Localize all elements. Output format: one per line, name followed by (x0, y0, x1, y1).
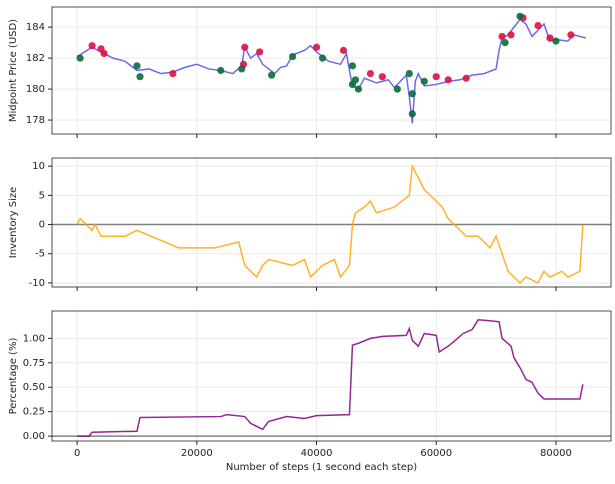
trade-marker (351, 76, 360, 84)
trade-marker (516, 12, 524, 20)
trade-marker (288, 52, 297, 61)
trade-marker (133, 62, 141, 70)
y-tick-label: 0.00 (23, 431, 45, 442)
trade-marker (408, 110, 416, 118)
trade-marker (393, 85, 401, 93)
axes-frame (51, 310, 612, 442)
trade-marker (507, 31, 515, 39)
trade-marker (256, 48, 264, 56)
y-tick-label: 0 (39, 220, 45, 231)
y-tick-label: 184 (26, 22, 45, 33)
trade-marker (501, 39, 509, 47)
trade-marker (76, 54, 84, 62)
trade-marker (354, 85, 363, 93)
trade-marker (241, 43, 249, 51)
trade-marker (169, 69, 177, 78)
y-tick-label: 0.75 (23, 358, 45, 369)
y-tick-label: -5 (35, 249, 45, 260)
trade-marker (339, 46, 348, 54)
y-axis-label: Midpoint Price (USD) (8, 19, 19, 122)
y-axis-label: Percentage (%) (8, 338, 19, 415)
trade-marker (378, 73, 386, 81)
x-axis-label: Number of steps (1 second each step) (226, 462, 417, 473)
x-tick-label: 20000 (181, 448, 213, 459)
trade-marker (405, 69, 413, 78)
y-tick-label: 178 (26, 115, 45, 126)
y-tick-label: 0.25 (23, 407, 45, 418)
trade-marker (136, 73, 144, 81)
trade-marker (546, 34, 554, 42)
x-tick-label: 60000 (420, 448, 452, 459)
price-line (76, 163, 584, 284)
trade-marker (498, 32, 506, 41)
x-tick-label: 40000 (301, 448, 333, 459)
price-line (77, 319, 584, 437)
trade-marker (100, 49, 108, 58)
trade-marker (567, 31, 575, 39)
y-tick-label: 10 (32, 161, 45, 172)
x-tick-label: 0 (74, 448, 80, 459)
trade-marker (552, 37, 560, 45)
y-axis-label: Inventory Size (8, 187, 19, 258)
axes-frame (51, 6, 612, 135)
y-tick-label: 180 (26, 84, 45, 95)
trade-marker (88, 42, 96, 50)
trade-marker (444, 76, 452, 84)
trade-marker (408, 90, 416, 98)
y-tick-label: 182 (26, 53, 45, 64)
y-tick-label: 0.50 (23, 382, 45, 393)
trade-marker (420, 77, 428, 85)
trade-marker (348, 62, 357, 70)
y-tick-label: -10 (29, 278, 45, 289)
y-tick-label: 5 (39, 190, 45, 201)
trade-marker (318, 54, 327, 62)
trade-marker (366, 69, 375, 78)
trade-marker (462, 74, 470, 82)
trade-marker (534, 21, 542, 30)
y-tick-label: 1.00 (23, 333, 45, 344)
axes-frame (51, 157, 612, 288)
trade-marker (238, 65, 246, 73)
x-tick-label: 80000 (540, 448, 572, 459)
trade-marker (217, 66, 225, 75)
trade-marker (312, 43, 321, 51)
trade-marker (268, 71, 276, 79)
trade-marker (432, 73, 440, 81)
